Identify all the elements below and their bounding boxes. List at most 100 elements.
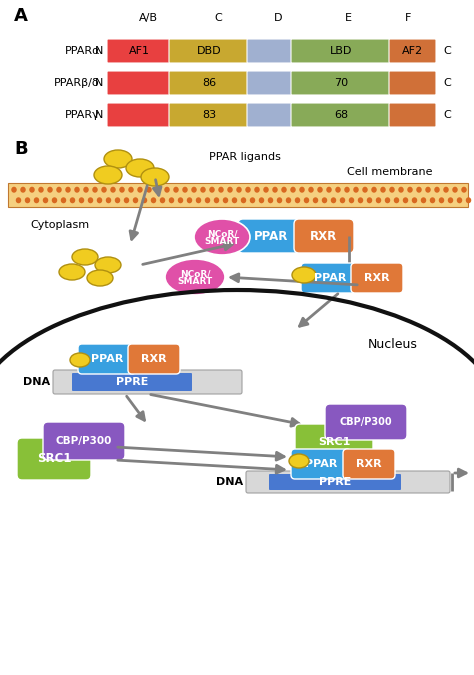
Text: 70: 70 <box>334 78 348 88</box>
Ellipse shape <box>308 187 314 193</box>
Ellipse shape <box>254 187 260 193</box>
FancyBboxPatch shape <box>169 103 249 127</box>
FancyBboxPatch shape <box>78 344 136 374</box>
Ellipse shape <box>425 187 431 193</box>
Text: PPAR: PPAR <box>314 273 346 283</box>
Ellipse shape <box>128 187 134 193</box>
Ellipse shape <box>92 187 98 193</box>
Text: RXR: RXR <box>141 354 167 364</box>
Ellipse shape <box>47 187 53 193</box>
Ellipse shape <box>304 197 309 203</box>
Ellipse shape <box>191 187 197 193</box>
FancyBboxPatch shape <box>169 39 249 63</box>
Ellipse shape <box>165 259 225 295</box>
Ellipse shape <box>353 187 359 193</box>
Ellipse shape <box>95 257 121 273</box>
Ellipse shape <box>461 187 467 193</box>
Ellipse shape <box>286 197 291 203</box>
Ellipse shape <box>59 264 85 280</box>
Ellipse shape <box>88 197 93 203</box>
Ellipse shape <box>94 166 122 184</box>
Ellipse shape <box>376 197 381 203</box>
FancyBboxPatch shape <box>351 263 403 293</box>
Ellipse shape <box>421 197 426 203</box>
Text: PPAR: PPAR <box>305 459 337 469</box>
Ellipse shape <box>236 187 242 193</box>
Ellipse shape <box>218 187 224 193</box>
Text: SMART: SMART <box>177 277 213 286</box>
Ellipse shape <box>74 187 80 193</box>
Ellipse shape <box>173 187 179 193</box>
Text: C: C <box>214 13 222 23</box>
Ellipse shape <box>115 197 120 203</box>
Text: D: D <box>274 13 282 23</box>
FancyBboxPatch shape <box>169 71 249 95</box>
Ellipse shape <box>87 270 113 286</box>
Text: 83: 83 <box>202 110 216 120</box>
Ellipse shape <box>452 187 458 193</box>
Ellipse shape <box>398 187 404 193</box>
Ellipse shape <box>119 187 125 193</box>
Ellipse shape <box>160 197 165 203</box>
Text: AF2: AF2 <box>402 46 423 56</box>
Text: RXR: RXR <box>356 459 382 469</box>
Ellipse shape <box>169 197 174 203</box>
Ellipse shape <box>83 187 89 193</box>
Text: F: F <box>405 13 411 23</box>
Ellipse shape <box>281 187 287 193</box>
Text: N: N <box>95 110 103 120</box>
FancyBboxPatch shape <box>53 370 242 394</box>
Text: DNA: DNA <box>23 377 50 387</box>
Text: NCoR/: NCoR/ <box>207 230 237 238</box>
Text: A/B: A/B <box>138 13 157 23</box>
Text: N: N <box>95 78 103 88</box>
Text: DBD: DBD <box>197 46 221 56</box>
Ellipse shape <box>412 197 417 203</box>
Text: PPAR: PPAR <box>91 354 123 364</box>
Ellipse shape <box>124 197 129 203</box>
Text: 68: 68 <box>334 110 348 120</box>
Ellipse shape <box>16 197 21 203</box>
Ellipse shape <box>448 197 453 203</box>
Ellipse shape <box>70 197 75 203</box>
Text: B: B <box>14 140 27 158</box>
Ellipse shape <box>457 197 462 203</box>
Ellipse shape <box>299 187 305 193</box>
FancyBboxPatch shape <box>246 471 450 493</box>
Ellipse shape <box>277 197 282 203</box>
Ellipse shape <box>317 187 323 193</box>
Ellipse shape <box>295 197 300 203</box>
Ellipse shape <box>155 187 161 193</box>
Ellipse shape <box>178 197 183 203</box>
Ellipse shape <box>227 187 233 193</box>
Ellipse shape <box>133 197 138 203</box>
FancyBboxPatch shape <box>247 103 293 127</box>
FancyBboxPatch shape <box>107 103 171 127</box>
Ellipse shape <box>371 187 377 193</box>
FancyBboxPatch shape <box>389 71 436 95</box>
Text: RXR: RXR <box>364 273 390 283</box>
Text: A: A <box>14 7 28 25</box>
Ellipse shape <box>466 197 471 203</box>
Text: PPAR ligands: PPAR ligands <box>209 152 281 162</box>
Ellipse shape <box>126 159 154 177</box>
Ellipse shape <box>313 197 318 203</box>
Text: DNA: DNA <box>216 477 243 487</box>
FancyBboxPatch shape <box>247 39 293 63</box>
Text: SMART: SMART <box>204 238 240 246</box>
FancyBboxPatch shape <box>294 219 354 253</box>
FancyBboxPatch shape <box>107 71 171 95</box>
Ellipse shape <box>79 197 84 203</box>
Ellipse shape <box>250 197 255 203</box>
Ellipse shape <box>70 353 90 367</box>
FancyBboxPatch shape <box>43 422 125 460</box>
Ellipse shape <box>196 197 201 203</box>
Ellipse shape <box>182 187 188 193</box>
Text: N: N <box>95 46 103 56</box>
Ellipse shape <box>362 187 368 193</box>
Ellipse shape <box>29 187 35 193</box>
Text: C: C <box>443 110 451 120</box>
FancyBboxPatch shape <box>247 71 293 95</box>
Ellipse shape <box>142 197 147 203</box>
Ellipse shape <box>290 187 296 193</box>
